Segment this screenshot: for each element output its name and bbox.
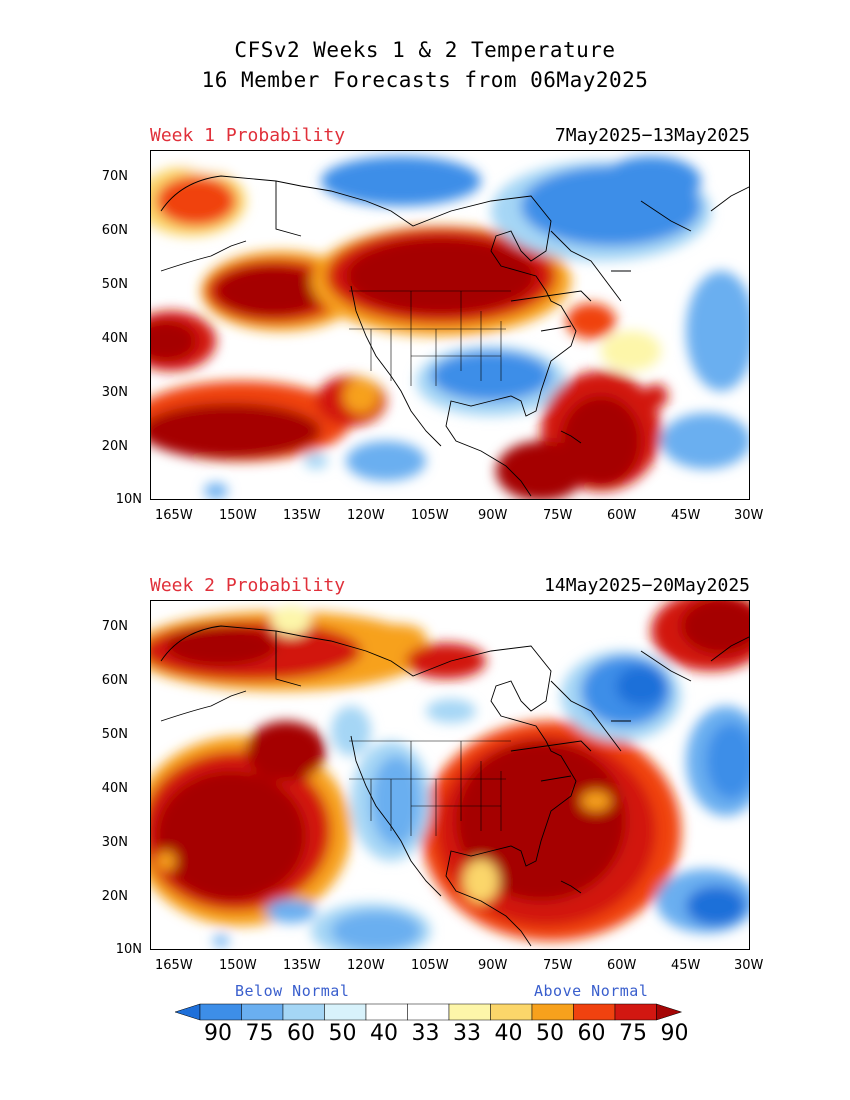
legend-swatch <box>365 1003 408 1021</box>
week2-lat-70n: 70N <box>101 619 128 634</box>
week2-lon-60w: 60W <box>607 958 637 973</box>
week2-lon-135w: 135W <box>283 958 321 973</box>
week1-coastlines <box>160 175 749 497</box>
legend-swatch <box>407 1003 450 1021</box>
week1-lon-120w: 120W <box>347 508 385 523</box>
chart-title-line2: 16 Member Forecasts from 06May2025 <box>201 68 649 92</box>
week2-lon-45w: 45W <box>671 958 701 973</box>
legend-value: 40 <box>370 1021 398 1046</box>
week1-lon-165w: 165W <box>155 508 193 523</box>
week2-lon-90w: 90W <box>478 958 508 973</box>
legend-swatch <box>282 1003 325 1021</box>
legend-value: 60 <box>577 1021 606 1046</box>
week2-lon-75w: 75W <box>543 958 573 973</box>
legend-swatch <box>490 1003 533 1021</box>
legend-swatch-arrow-left <box>175 1003 201 1021</box>
week2-lat-10n: 10N <box>115 942 142 957</box>
week2-map-field <box>151 601 749 949</box>
week2-lon-150w: 150W <box>219 958 257 973</box>
legend-swatch <box>324 1003 367 1021</box>
legend-swatch <box>199 1003 242 1021</box>
week1-lat-10n: 10N <box>115 492 142 507</box>
legend-value: 90 <box>204 1021 232 1046</box>
week1-map <box>150 150 750 500</box>
legend-swatch <box>614 1003 657 1021</box>
week2-period: 14May2025−20May2025 <box>544 575 750 596</box>
week2-lat-40n: 40N <box>101 781 128 796</box>
week1-lon-105w: 105W <box>411 508 449 523</box>
week1-lon-150w: 150W <box>219 508 257 523</box>
legend-value: 90 <box>660 1021 689 1046</box>
legend-value: 33 <box>453 1021 481 1046</box>
legend-swatch <box>448 1003 491 1021</box>
week1-lat-70n: 70N <box>101 169 128 184</box>
week2-lon-105w: 105W <box>411 958 449 973</box>
legend-below-normal: Below Normal <box>235 982 350 1000</box>
week1-borders <box>349 290 511 386</box>
week1-lon-45w: 45W <box>671 508 701 523</box>
legend-value: 75 <box>245 1021 274 1046</box>
legend-value: 60 <box>287 1021 315 1046</box>
legend-swatch <box>241 1003 284 1021</box>
week2-map <box>150 600 750 950</box>
week2-lat-50n: 50N <box>101 727 128 742</box>
week2-label: Week 2 Probability <box>150 575 346 596</box>
legend-colorbar <box>175 1003 683 1021</box>
week1-lat-50n: 50N <box>101 277 128 292</box>
week2-lon-120w: 120W <box>347 958 385 973</box>
legend-value: 40 <box>494 1021 523 1046</box>
legend-value: 33 <box>411 1021 440 1046</box>
week1-lon-30w: 30W <box>734 508 764 523</box>
legend-value: 50 <box>328 1021 357 1046</box>
legend-above-normal: Above Normal <box>534 982 649 1000</box>
week1-lat-60n: 60N <box>101 223 128 238</box>
chart-title-line1: CFSv2 Weeks 1 & 2 Temperature <box>234 38 616 62</box>
week2-lat-30n: 30N <box>101 835 128 850</box>
week1-lon-90w: 90W <box>478 508 508 523</box>
week1-period: 7May2025−13May2025 <box>554 125 750 146</box>
week1-lat-30n: 30N <box>101 385 128 400</box>
week1-map-field <box>151 151 749 499</box>
week2-lon-30w: 30W <box>734 958 764 973</box>
legend-value: 75 <box>619 1021 647 1046</box>
week1-lon-60w: 60W <box>607 508 637 523</box>
legend-value: 50 <box>536 1021 564 1046</box>
legend-swatch-arrow-right <box>656 1003 683 1021</box>
week1-lon-135w: 135W <box>283 508 321 523</box>
week1-lon-75w: 75W <box>543 508 573 523</box>
legend-values: 90 75 60 50 40 33 33 40 50 60 75 90 <box>175 1021 725 1049</box>
week1-label: Week 1 Probability <box>150 125 346 146</box>
week1-lat-40n: 40N <box>101 331 128 346</box>
week2-lat-20n: 20N <box>101 889 128 904</box>
legend-swatch <box>531 1003 574 1021</box>
week1-lat-20n: 20N <box>101 439 128 454</box>
week2-borders <box>349 740 511 836</box>
week2-lat-60n: 60N <box>101 673 128 688</box>
week2-lon-165w: 165W <box>155 958 193 973</box>
legend-swatch <box>573 1003 616 1021</box>
